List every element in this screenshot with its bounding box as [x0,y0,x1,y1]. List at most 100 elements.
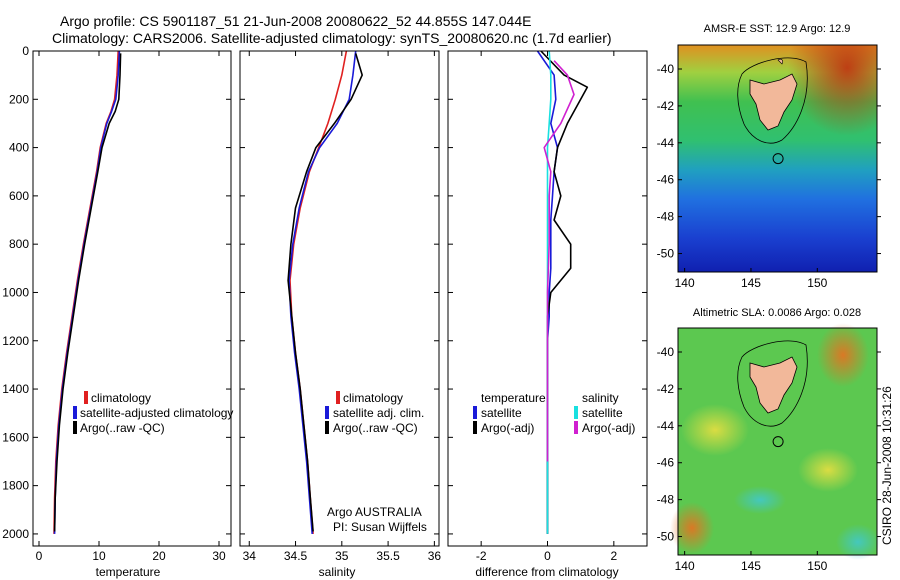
sla-anomaly-low [836,524,880,560]
series-line-argo-raw-qc [53,53,122,532]
legend-label-climatology: climatology [91,391,151,405]
argo-location-marker [772,153,784,165]
sla-map-title: Altimetric SLA: 0.0086 Argo: 0.028 [693,307,861,319]
y-tick-label: 2000 [2,527,29,541]
x-tick-label: 30 [212,549,226,563]
figure-title-line1: Argo profile: CS 5901187_51 21-Jun-2008 … [60,13,531,29]
legend-swatch-temp-satellite [473,406,477,419]
temperature-legend: climatology satellite-adjusted climatolo… [73,391,233,435]
temperature-xlabel: temperature [96,565,161,579]
legend-label-satellite: satellite-adjusted climatology [80,406,233,420]
difference-legend: temperature salinity satellite Argo(-adj… [473,391,635,435]
x-tick-label: 2 [610,549,617,563]
series-line-salinity-satellite [546,50,552,534]
tasmania-land [749,73,798,131]
legend-swatch-sal-argo [574,421,578,434]
y-tick-label: 1200 [2,334,29,348]
csiro-timestamp: CSIRO 28-Jun-2008 10:31:26 [880,386,894,545]
sst-map-panel: AMSR-E SST: 12.9 Argo: 12.9 140 145 150 -40… [657,23,881,290]
y-tick-label: 600 [9,189,29,203]
legend-swatch-argo [325,421,329,434]
sla-shelf-contour [737,340,808,427]
x-tick-label: 34.5 [284,549,308,563]
sla-anomaly-mid [681,404,749,456]
x-tick-label: -2 [476,549,487,563]
axes-frame [239,50,440,547]
legend-label-argo: Argo(..raw -QC) [80,421,165,435]
difference-panel: -2 0 2 [447,50,648,563]
x-tick-label: 0 [36,549,43,563]
legend-swatch-temp-argo [473,421,477,434]
sla-anomaly-low [734,486,786,514]
map-y-tick-label: -40 [657,62,675,76]
series-line-argo-raw-qc [287,53,364,532]
legend-swatch-climatology [84,391,88,404]
argo-location-marker [772,436,784,448]
x-tick-label: 0 [544,549,551,563]
sst-map-title: AMSR-E SST: 12.9 Argo: 12.9 [704,23,851,35]
argo-pi-annotation: PI: Susan Wijffels [333,520,427,534]
y-tick-label: 1400 [2,382,29,396]
legend-swatch-climatology [336,391,340,404]
temperature-panel: 0 10 20 30 0 200 400 600 800 1000 1200 1400 1600 1800… [2,44,232,563]
legend-label-sal-argo: Argo(-adj) [582,421,635,435]
map-y-tick-label: -50 [657,530,675,544]
sla-map-frame [677,327,878,556]
sst-warm-pool [678,45,877,272]
legend-label-climatology: climatology [343,391,403,405]
legend-swatch-satellite [325,406,329,419]
x-tick-label: 35.5 [376,549,400,563]
sla-anomaly-high [817,323,869,387]
map-y-tick-label: -48 [657,210,675,224]
tasmania-land [749,356,798,414]
legend-header-temperature: temperature [481,391,546,405]
figure-title-line2: Climatology: CARS2006. Satellite-adjuste… [52,30,612,46]
map-x-tick-label: 150 [807,276,827,290]
y-tick-label: 1000 [2,285,29,299]
map-y-tick-label: -48 [657,493,675,507]
map-y-tick-label: -44 [657,419,675,433]
salinity-legend: climatology satellite adj. clim. Argo(..… [325,391,424,435]
series-line-satellite-adj-clim [288,50,357,534]
y-tick-label: 1600 [2,430,29,444]
map-x-tick-label: 140 [675,276,695,290]
island-land [777,58,783,65]
map-x-tick-label: 145 [741,559,761,573]
x-tick-label: 10 [92,549,106,563]
legend-header-salinity: salinity [582,391,619,405]
map-x-tick-label: 140 [675,559,695,573]
map-x-tick-label: 145 [741,276,761,290]
x-tick-label: 36 [428,549,442,563]
series-line-salinity-argo-adj [543,60,575,462]
map-y-tick-label: -42 [657,99,675,113]
map-y-tick-label: -44 [657,136,675,150]
salinity-xlabel: salinity [319,565,356,579]
map-y-tick-label: -46 [657,173,675,187]
map-y-tick-label: -50 [657,247,675,261]
axes-frame [32,50,232,547]
map-y-tick-label: -46 [657,456,675,470]
y-tick-label: 0 [22,44,29,58]
x-tick-label: 20 [152,549,166,563]
legend-label-argo: Argo(..raw -QC) [333,421,418,435]
y-tick-label: 200 [9,92,29,106]
x-tick-label: 34 [243,549,257,563]
y-tick-label: 1800 [2,479,29,493]
map-x-tick-label: 150 [807,559,827,573]
sst-shelf-contour [737,57,808,144]
legend-label-satellite: satellite adj. clim. [333,406,424,420]
legend-swatch-satellite [73,406,77,419]
legend-label-temp-satellite: satellite [481,406,522,420]
legend-label-temp-argo: Argo(-adj) [481,421,534,435]
salinity-panel: 34 34.5 35 35.5 36 [239,50,442,563]
map-y-tick-label: -40 [657,345,675,359]
y-tick-label: 800 [9,237,29,251]
legend-swatch-sal-satellite [574,406,578,419]
y-tick-label: 400 [9,141,29,155]
x-tick-label: 35 [335,549,349,563]
sst-map-frame [677,44,878,273]
argo-program-annotation: Argo AUSTRALIA [327,505,422,519]
map-y-tick-label: -42 [657,382,675,396]
sla-map-panel: Altimetric SLA: 0.0086 Argo: 0.028 140 14… [657,307,881,573]
